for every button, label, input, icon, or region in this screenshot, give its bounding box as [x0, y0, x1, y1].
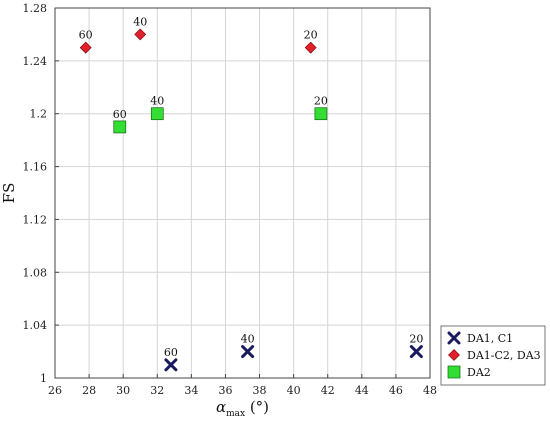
x-axis-tick-labels: 26 28 30 32 34 36 38 40 42 44 46 48 [48, 384, 437, 397]
data-point-label: 40 [241, 333, 255, 346]
data-point-label: 20 [304, 29, 318, 42]
x-tick-label: 40 [287, 384, 301, 397]
y-tick-label: 1.12 [23, 213, 48, 226]
y-tick-label: 1.28 [23, 2, 48, 15]
y-tick-label: 1.08 [23, 266, 48, 279]
x-tick-label: 32 [150, 384, 164, 397]
y-tick-label: 1 [40, 372, 47, 385]
data-point-label: 40 [133, 15, 147, 28]
data-point-diamond [134, 28, 147, 41]
plot-area-frame [54, 7, 431, 379]
x-axis-title: αmax (°) [216, 398, 269, 419]
data-point-label: 40 [150, 95, 164, 108]
y-tick-label: 1.16 [23, 161, 48, 174]
x-tick-label: 26 [48, 384, 62, 397]
data-point-x [164, 358, 178, 372]
y-axis-tick-labels: 1 1.04 1.08 1.12 1.16 1.2 1.24 1.28 [23, 2, 48, 385]
y-axis-title: FS [0, 183, 18, 204]
x-tick-label: 30 [116, 384, 130, 397]
data-point-label: 60 [79, 29, 93, 42]
legend-marker [448, 349, 460, 361]
x-axis-title-symbol: α [216, 398, 226, 416]
legend-marker [447, 365, 461, 379]
legend-marker [447, 331, 461, 345]
y-tick-label: 1.24 [23, 55, 48, 68]
x-marker-stroke [164, 358, 178, 372]
x-tick-label: 36 [218, 384, 232, 397]
x-tick-label: 38 [253, 384, 267, 397]
data-point-label: 20 [314, 95, 328, 108]
data-point-square [150, 107, 164, 121]
data-point-diamond [79, 41, 92, 54]
y-tick-label: 1.2 [30, 108, 48, 121]
x-marker-stroke [241, 345, 255, 359]
data-point-x [241, 345, 255, 359]
legend: DA1, C1 DA1-C2, DA3 DA2 [440, 325, 546, 386]
x-tick-label: 28 [82, 384, 96, 397]
grid-lines [54, 7, 431, 379]
x-marker-stroke [447, 331, 461, 345]
x-tick-label: 44 [355, 384, 369, 397]
data-point-diamond [304, 41, 317, 54]
x-tick-label: 46 [389, 384, 403, 397]
data-point-square [314, 107, 328, 121]
x-axis-title-unit: (°) [245, 398, 269, 416]
legend-entry-label: DA1-C2, DA3 [467, 349, 541, 362]
data-point-label: 60 [113, 108, 127, 121]
legend-entry-label: DA2 [467, 366, 491, 379]
x-tick-label: 42 [321, 384, 335, 397]
x-marker-stroke [409, 345, 423, 359]
data-points: 60 40 20 60 40 20 60 40 20 [79, 15, 423, 372]
data-point-x [409, 345, 423, 359]
data-point-label: 20 [409, 333, 423, 346]
x-axis-title-subscript: max [226, 409, 245, 419]
y-tick-label: 1.04 [23, 319, 48, 332]
x-tick-label: 48 [423, 384, 437, 397]
data-point-label: 60 [164, 346, 178, 359]
x-tick-label: 34 [184, 384, 198, 397]
data-point-square [113, 120, 127, 134]
legend-entry-label: DA1, C1 [467, 332, 513, 345]
